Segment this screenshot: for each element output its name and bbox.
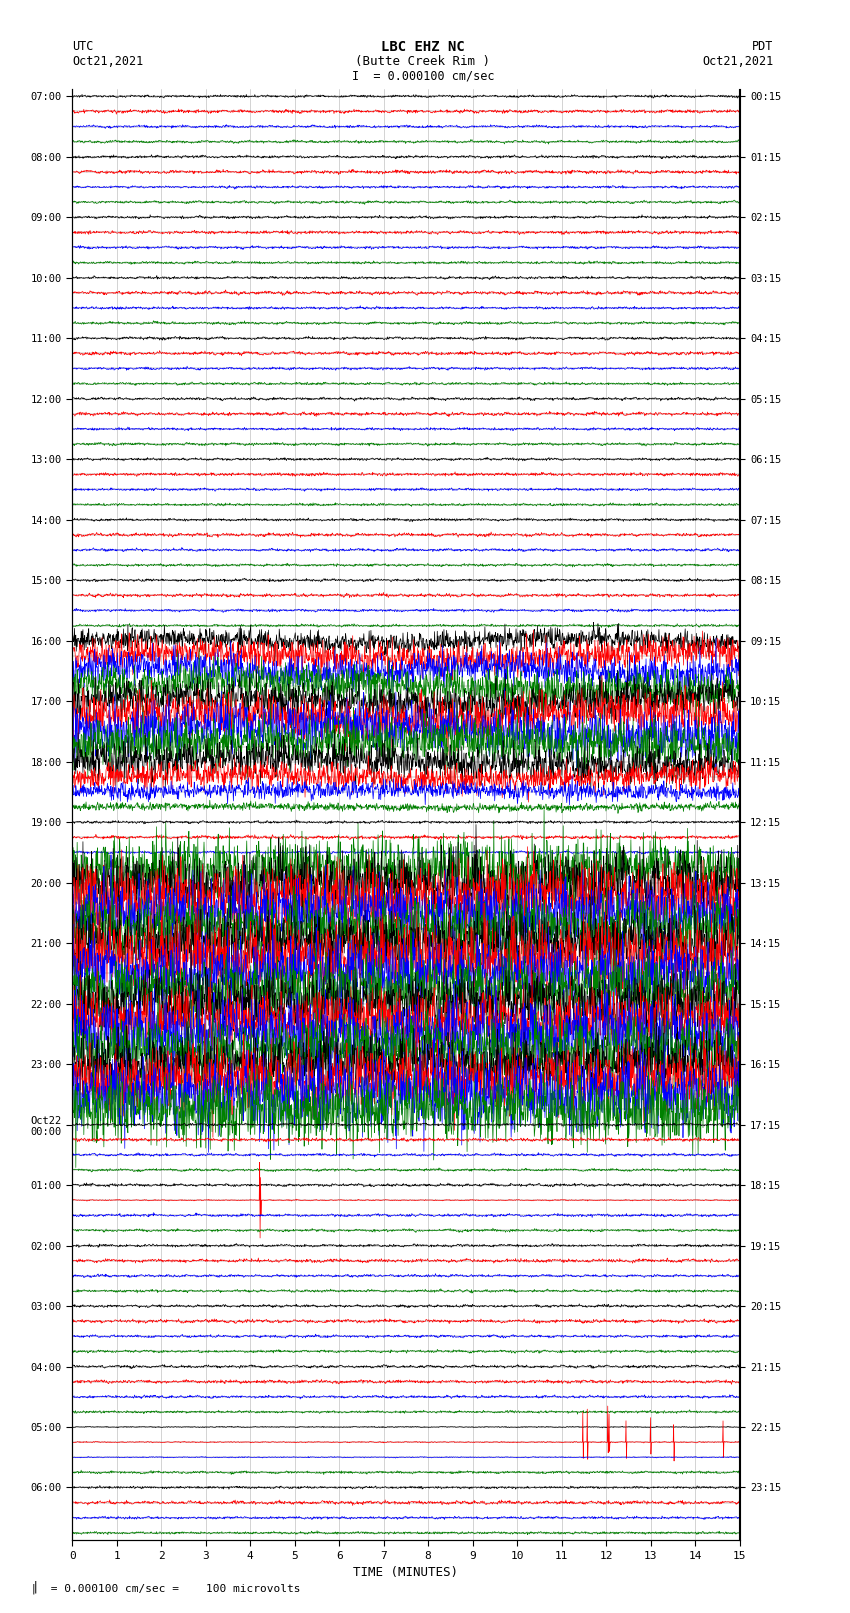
Text: UTC: UTC — [72, 40, 94, 53]
Text: PDT: PDT — [752, 40, 774, 53]
Text: I  = 0.000100 cm/sec: I = 0.000100 cm/sec — [352, 69, 494, 82]
X-axis label: TIME (MINUTES): TIME (MINUTES) — [354, 1566, 458, 1579]
Text: (Butte Creek Rim ): (Butte Creek Rim ) — [355, 55, 490, 68]
Text: Oct21,2021: Oct21,2021 — [702, 55, 774, 68]
Text: |: | — [17, 1581, 39, 1594]
Text: Oct21,2021: Oct21,2021 — [72, 55, 144, 68]
Text: |  = 0.000100 cm/sec =    100 microvolts: | = 0.000100 cm/sec = 100 microvolts — [17, 1582, 301, 1594]
Text: LBC EHZ NC: LBC EHZ NC — [381, 40, 465, 55]
